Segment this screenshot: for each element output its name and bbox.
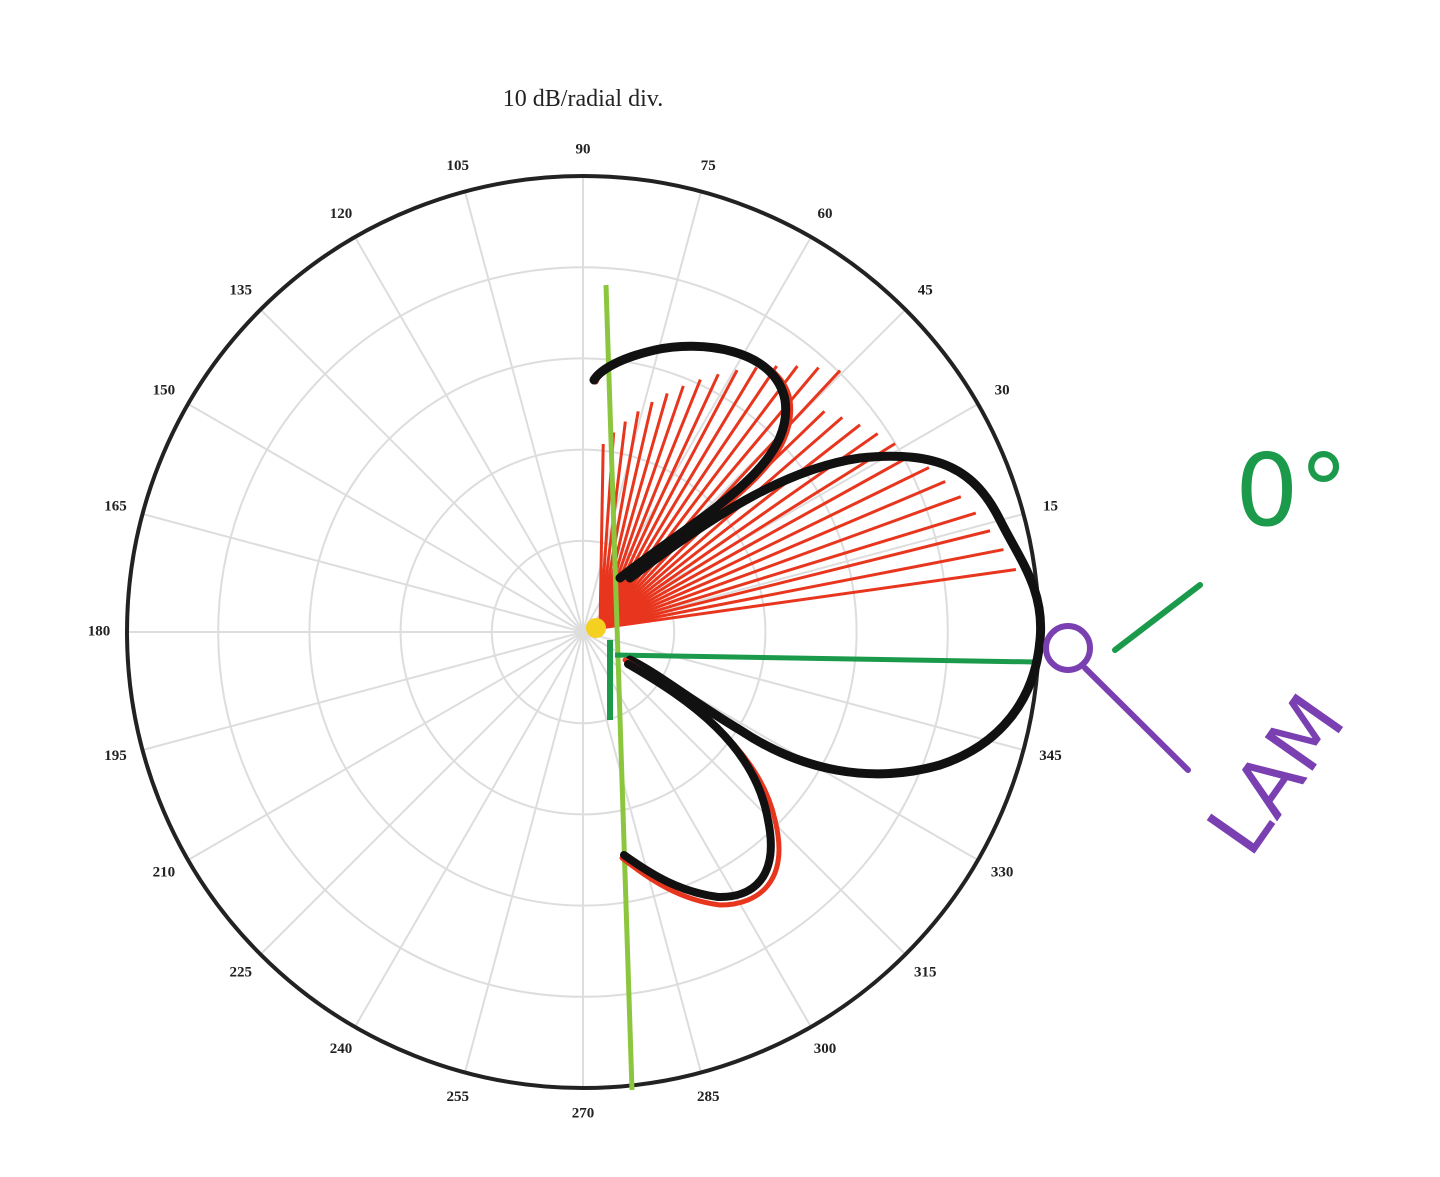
fan-stroke bbox=[598, 444, 605, 629]
radial-grid-line bbox=[582, 513, 1024, 633]
angle-tick-label: 300 bbox=[814, 1041, 837, 1057]
fan-stroke bbox=[598, 393, 669, 629]
angle-tick-label: 75 bbox=[701, 158, 716, 174]
fan-stroke bbox=[598, 366, 758, 629]
fan-stroke bbox=[598, 365, 778, 629]
angle-tick-label: 255 bbox=[446, 1089, 469, 1105]
radial-grid-line bbox=[187, 403, 584, 633]
angle-tick-label: 285 bbox=[697, 1089, 720, 1105]
mic-label: LAM bbox=[1189, 678, 1363, 871]
fan-stroke bbox=[598, 373, 720, 629]
fan-stroke bbox=[598, 411, 640, 629]
mic-circle bbox=[1043, 623, 1093, 673]
fan-stroke bbox=[599, 529, 991, 630]
fan-stroke bbox=[599, 416, 844, 630]
radial-grid-line bbox=[464, 631, 584, 1073]
radial-grid-line bbox=[259, 308, 584, 633]
fan-stroke bbox=[599, 511, 977, 630]
radial-grid-line bbox=[259, 631, 584, 956]
fan-stroke bbox=[599, 453, 913, 630]
angle-tick-label: 135 bbox=[230, 283, 253, 299]
angle-tick-label: 330 bbox=[991, 864, 1014, 880]
angle-tick-label: 150 bbox=[153, 382, 176, 398]
angle-tick-label: 30 bbox=[995, 382, 1010, 398]
angle-tick-label: 15 bbox=[1043, 499, 1058, 515]
fan-stroke bbox=[599, 495, 962, 630]
radial-grid-line bbox=[354, 631, 584, 1028]
upper-lobe bbox=[589, 341, 791, 583]
fan-stroke bbox=[598, 401, 654, 629]
radial-grid-line bbox=[464, 191, 584, 633]
chart-title: 10 dB/radial div. bbox=[503, 86, 663, 112]
fan-stroke bbox=[598, 369, 739, 629]
angle-tick-label: 210 bbox=[153, 864, 176, 880]
radial-grid-line bbox=[354, 236, 584, 633]
lower-lobe bbox=[620, 660, 775, 902]
origin-dot bbox=[586, 618, 606, 638]
angle-tick-label: 315 bbox=[914, 964, 937, 980]
green-axis-line bbox=[603, 284, 635, 1091]
angle-tick-label: 225 bbox=[230, 964, 253, 980]
fan-stroke bbox=[599, 466, 930, 630]
angle-tick-label: 345 bbox=[1039, 748, 1062, 764]
radial-grid-line bbox=[582, 631, 1024, 751]
fan-stroke bbox=[598, 365, 799, 629]
fan-stroke bbox=[599, 442, 896, 630]
angle-tick-label: 105 bbox=[446, 158, 469, 174]
angle-tick-label: 165 bbox=[104, 499, 127, 515]
angle-tick-label: 120 bbox=[330, 206, 353, 222]
red-fan-lines bbox=[598, 365, 1017, 630]
right-lobe bbox=[625, 451, 1046, 779]
mic-stem bbox=[1082, 665, 1191, 773]
fan-stroke bbox=[599, 568, 1017, 630]
zero-pointer bbox=[1112, 582, 1203, 653]
angle-tick-label: 195 bbox=[104, 748, 127, 764]
fan-stroke bbox=[599, 423, 861, 630]
radial-grid-line bbox=[187, 631, 584, 861]
grid bbox=[127, 176, 1024, 1088]
radial-grid-line bbox=[142, 513, 584, 633]
angle-tick-label: 240 bbox=[330, 1041, 353, 1057]
angle-tick-label: 180 bbox=[88, 623, 111, 639]
green-zero-line bbox=[614, 652, 1036, 665]
angle-tick-label: 45 bbox=[918, 283, 933, 299]
zero-label: 0° bbox=[1235, 432, 1349, 549]
radial-grid-line bbox=[582, 631, 702, 1073]
fan-stroke bbox=[599, 548, 1004, 630]
angle-tick-label: 90 bbox=[576, 141, 591, 157]
pattern-lobes bbox=[589, 341, 1203, 908]
angle-tick-label: 60 bbox=[818, 206, 833, 222]
angle-tick-label: 270 bbox=[572, 1105, 595, 1121]
radial-grid-line bbox=[582, 631, 907, 956]
radial-grid-line bbox=[142, 631, 584, 751]
fan-stroke bbox=[599, 480, 946, 630]
